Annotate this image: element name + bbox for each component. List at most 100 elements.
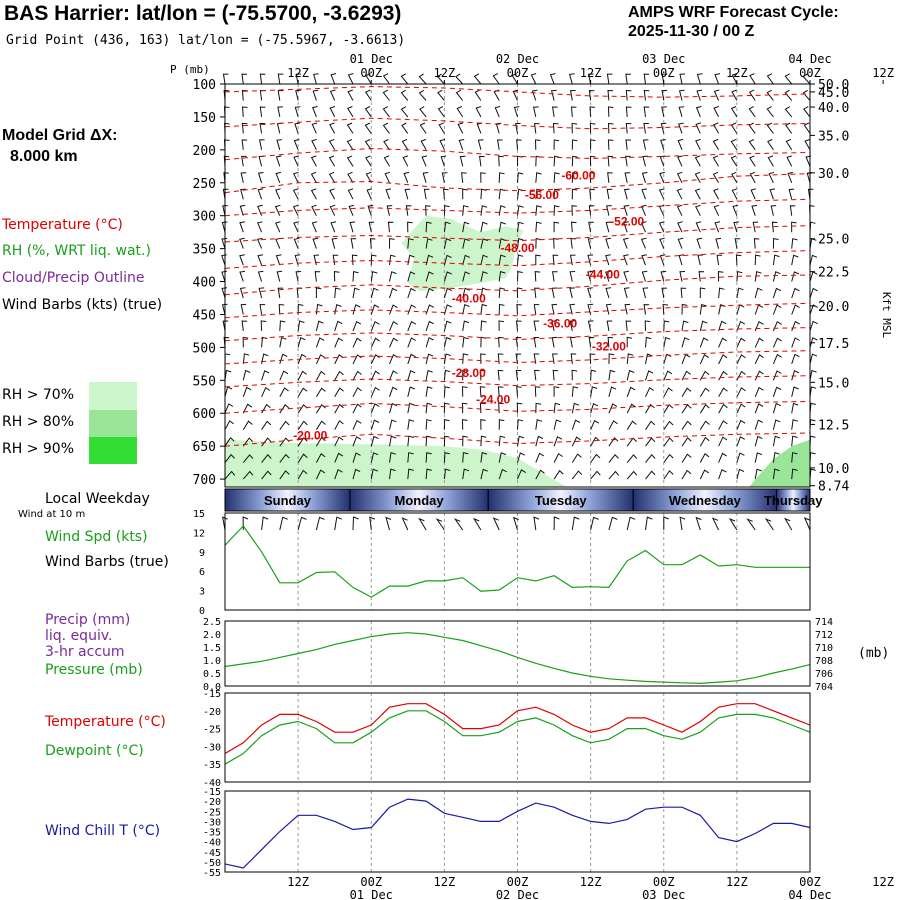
wind-barb xyxy=(400,89,409,101)
top-hour-label: 00Z xyxy=(507,66,529,80)
wind-barb xyxy=(718,420,728,430)
wind-barb xyxy=(809,254,818,266)
wind-barb xyxy=(534,271,541,282)
wind-barb xyxy=(718,436,728,447)
wind-barb xyxy=(347,188,354,200)
y-tick-label: 200 xyxy=(193,144,216,159)
wind-barb xyxy=(731,73,738,85)
wind-barb xyxy=(663,387,673,398)
wind-barb xyxy=(239,221,245,233)
wind-barb xyxy=(663,470,674,480)
wind-barb xyxy=(498,188,506,200)
wind-barb xyxy=(295,73,302,85)
wind-barb xyxy=(681,469,692,480)
wind-barb xyxy=(766,122,774,134)
surface-wind-barb xyxy=(608,516,618,531)
wind-barb xyxy=(791,369,800,381)
wind-barb xyxy=(624,303,631,315)
wind-barb xyxy=(699,436,710,447)
wind-barb xyxy=(809,238,817,249)
wind-barb xyxy=(535,237,542,249)
pressure-label: Pressure (mb) xyxy=(45,662,143,678)
wind-barb xyxy=(590,386,598,397)
wind-barb xyxy=(462,188,468,200)
wind-barb xyxy=(462,287,470,299)
y-tick-label: 350 xyxy=(193,243,216,258)
wind-barb xyxy=(497,386,504,397)
wind-barb xyxy=(696,73,703,85)
precip-tick-label: 0.0 xyxy=(203,682,221,693)
wind-barb xyxy=(534,122,540,134)
wind-barb xyxy=(786,155,793,167)
wind-barb xyxy=(530,73,537,85)
precip-tick-label: 2.0 xyxy=(203,630,221,641)
wind-barb xyxy=(645,454,656,463)
wind-barb xyxy=(407,353,416,365)
wind-barb xyxy=(275,221,281,233)
wind-barb xyxy=(785,138,793,151)
wind-barb xyxy=(623,204,630,216)
wind-barb xyxy=(407,238,414,249)
chill-tick-label: -45 xyxy=(203,848,221,859)
wind-barb xyxy=(279,404,290,414)
wind-barb xyxy=(699,337,709,348)
wind-barb xyxy=(462,435,468,447)
precip-tick-label: 2.5 xyxy=(203,617,221,628)
wind-barb xyxy=(274,204,281,216)
bottom-hour-label: 12Z xyxy=(726,875,748,889)
wind-barb xyxy=(769,188,776,200)
wind-tick-label: 6 xyxy=(199,567,205,578)
surface-wind-barb xyxy=(571,516,580,531)
surface-wind-barb xyxy=(222,516,228,531)
wind-barb xyxy=(443,254,452,266)
wind-barb xyxy=(443,452,450,463)
wind-barb xyxy=(498,155,504,167)
wind-barb xyxy=(425,435,432,447)
wind-barb xyxy=(791,254,799,266)
chill-tick-label: -15 xyxy=(203,787,221,798)
wind-barb xyxy=(480,271,488,282)
wind-barb xyxy=(315,453,326,463)
wind-barb xyxy=(479,155,485,167)
wind-barb xyxy=(625,122,632,134)
wind-barb xyxy=(513,106,520,118)
wind-barb xyxy=(663,437,674,447)
temperature-contour xyxy=(224,432,811,447)
y-tick-label: 250 xyxy=(193,177,216,192)
wind-barb xyxy=(699,354,709,365)
wind-barb xyxy=(645,420,656,430)
wind-barb xyxy=(407,419,415,430)
wind-barb xyxy=(681,387,692,398)
wind-barb xyxy=(257,254,263,266)
wind-barb xyxy=(331,237,338,249)
wind-barb xyxy=(425,337,434,348)
top-hour-label: 12Z xyxy=(287,66,309,80)
wind-barb xyxy=(791,452,798,463)
wind-barb xyxy=(803,106,811,118)
wind-barb xyxy=(659,171,665,183)
wind-barb xyxy=(748,122,756,134)
wind-barb xyxy=(754,403,764,414)
wind-barb xyxy=(352,419,362,430)
legend-temperature: Temperature (°C) xyxy=(2,217,123,233)
wind-barb xyxy=(370,287,379,299)
y-tick-label: 450 xyxy=(193,308,216,323)
wind-barb xyxy=(736,468,745,480)
wind-barb xyxy=(569,320,576,332)
wind-barb xyxy=(480,320,487,331)
wind-barb xyxy=(462,336,469,348)
wind-barb xyxy=(766,73,774,85)
wind-barb xyxy=(242,403,253,414)
wind-barb xyxy=(328,155,336,167)
wind-barb xyxy=(535,155,542,167)
wind-barb xyxy=(809,271,818,282)
wind-barb xyxy=(587,303,594,315)
wind-barb xyxy=(382,106,390,118)
wind-barb xyxy=(587,287,593,299)
wind-barb xyxy=(461,402,468,414)
wind-barb xyxy=(754,354,764,365)
wind-barb xyxy=(310,155,317,167)
wind-barb xyxy=(626,386,636,397)
wind-barb xyxy=(587,254,594,266)
chill-tick-label: -40 xyxy=(203,838,221,849)
